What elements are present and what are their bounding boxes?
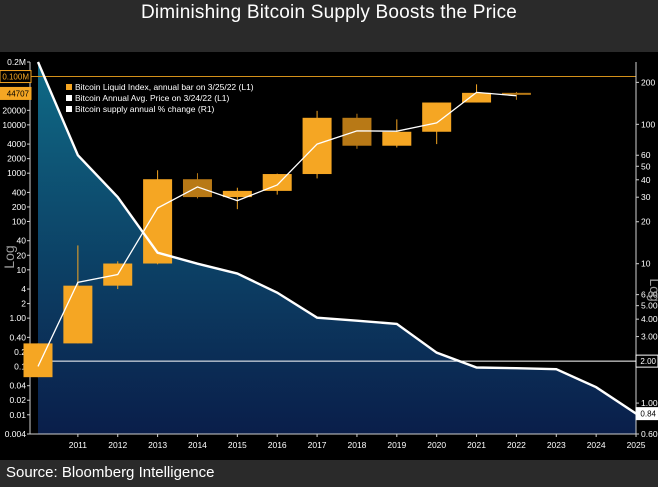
x-tick-label: 2023 <box>547 440 566 450</box>
left-axis-marker-box <box>0 86 32 100</box>
source-bar <box>0 460 658 487</box>
page-title: Diminishing Bitcoin Supply Boosts the Pr… <box>140 2 518 23</box>
right-tick-label: 5.00 <box>641 301 658 311</box>
candle-body <box>143 179 173 264</box>
x-tick-label: 2021 <box>467 440 486 450</box>
legend-swatch <box>66 95 72 101</box>
left-tick-label: 0.40 <box>9 332 26 342</box>
left-axis-marker-label: 0.100M <box>2 73 29 82</box>
left-tick-label: 10000 <box>2 120 26 130</box>
right-axis-marker-label: 0.84 <box>640 410 656 419</box>
left-axis-marker-label: 44707 <box>7 89 30 98</box>
left-tick-label: 1.00 <box>9 313 26 323</box>
legend-label: Bitcoin Annual Avg. Price on 3/24/22 (L1… <box>75 93 230 103</box>
left-tick-label: 0.04 <box>9 381 26 391</box>
chart-panel: 0.2M 20000 10000 4000 2000 1000 400 200 100 40 20 1… <box>0 52 658 460</box>
right-axis-marker-box <box>635 407 658 421</box>
left-tick-label: 400 <box>12 187 26 197</box>
supply-area-layer <box>38 62 637 434</box>
x-tick-label: 2018 <box>347 440 366 450</box>
candle-body <box>23 343 53 378</box>
x-tick-label: 2022 <box>507 440 526 450</box>
left-tick-label: 20 <box>17 250 27 260</box>
supply-area <box>38 62 637 434</box>
x-tick-label: 2025 <box>627 440 646 450</box>
legend-label: Bitcoin Liquid Index, annual bar on 3/25… <box>75 82 254 92</box>
left-tick-label: 4000 <box>7 139 26 149</box>
x-tick-label: 2020 <box>427 440 446 450</box>
supply-change-line <box>36 61 637 415</box>
legend: Bitcoin Liquid Index, annual bar on 3/25… <box>66 82 254 114</box>
right-axis-title: Log <box>647 278 658 301</box>
candle-body <box>342 117 372 146</box>
x-tick-label: 2011 <box>69 440 88 450</box>
right-tick-label: 1.00 <box>641 398 658 408</box>
right-tick-label: 30 <box>641 192 651 202</box>
x-tick-label: 2015 <box>228 440 247 450</box>
left-tick-label: 0.2M <box>7 57 26 67</box>
left-axis-marker-box <box>0 70 32 84</box>
candle-body <box>382 131 412 146</box>
x-tick-label: 2016 <box>268 440 287 450</box>
right-tick-label: 100 <box>641 119 655 129</box>
left-tick-label: 2000 <box>7 154 26 164</box>
left-tick-label: 20000 <box>2 105 26 115</box>
candle-body <box>182 179 212 198</box>
right-tick-label: 3.00 <box>641 332 658 342</box>
candle-body <box>302 117 332 175</box>
left-tick-label: 1000 <box>7 168 26 178</box>
left-tick-label: 10 <box>17 265 27 275</box>
right-tick-label: 40 <box>641 175 651 185</box>
left-tick-label: 2 <box>21 299 26 309</box>
candle-body <box>222 190 252 198</box>
x-tick-label: 2014 <box>188 440 207 450</box>
x-tick-label: 2024 <box>587 440 606 450</box>
avg-price-line <box>37 91 517 367</box>
right-tick-label: 50 <box>641 161 651 171</box>
source-text: Source: Bloomberg Intelligence <box>6 464 215 481</box>
left-tick-label: 4 <box>21 284 26 294</box>
left-tick-label: 0.02 <box>9 395 26 405</box>
candle-body <box>462 92 492 103</box>
right-tick-label: 6.00 <box>641 290 658 300</box>
axes-layer: 0.2M200001000040002000100040020010040201… <box>1 57 658 450</box>
right-tick-label: 200 <box>641 77 655 87</box>
left-tick-label: 200 <box>12 202 26 212</box>
axis-markers-layer: 0.100M 44707 2.00 0.84 <box>0 70 658 421</box>
right-tick-label: 10 <box>641 259 651 269</box>
x-tick-label: 2012 <box>108 440 127 450</box>
chart-svg: 0.2M200001000040002000100040020010040201… <box>0 57 658 450</box>
candle-body <box>501 92 531 95</box>
x-tick-label: 2013 <box>148 440 167 450</box>
right-tick-label: 0.60 <box>641 429 658 439</box>
candles-layer <box>23 84 531 378</box>
left-tick-label: 0.01 <box>9 410 26 420</box>
right-tick-label: 4.00 <box>641 314 658 324</box>
left-axis-title: Log <box>1 245 17 268</box>
title-bar <box>0 0 658 52</box>
legend-swatch <box>66 84 72 90</box>
left-tick-label: 0.2 <box>14 347 26 357</box>
candle-body <box>63 285 93 344</box>
left-tick-label: 0.1 <box>14 361 26 371</box>
x-tick-label: 2017 <box>308 440 327 450</box>
candle-body <box>422 102 452 132</box>
left-tick-label: 100 <box>12 216 26 226</box>
right-axis-marker-box <box>635 354 658 368</box>
x-tick-label: 2019 <box>387 440 406 450</box>
left-tick-label: 40 <box>17 236 27 246</box>
legend-label: Bitcoin supply annual % change (R1) <box>75 104 215 114</box>
right-tick-label: 60 <box>641 150 651 160</box>
lines-layer <box>36 61 637 415</box>
left-tick-label: 0.004 <box>5 429 27 439</box>
right-axis-marker-label: 2.00 <box>640 357 656 366</box>
right-tick-label: 20 <box>641 217 651 227</box>
legend-swatch <box>66 106 72 112</box>
